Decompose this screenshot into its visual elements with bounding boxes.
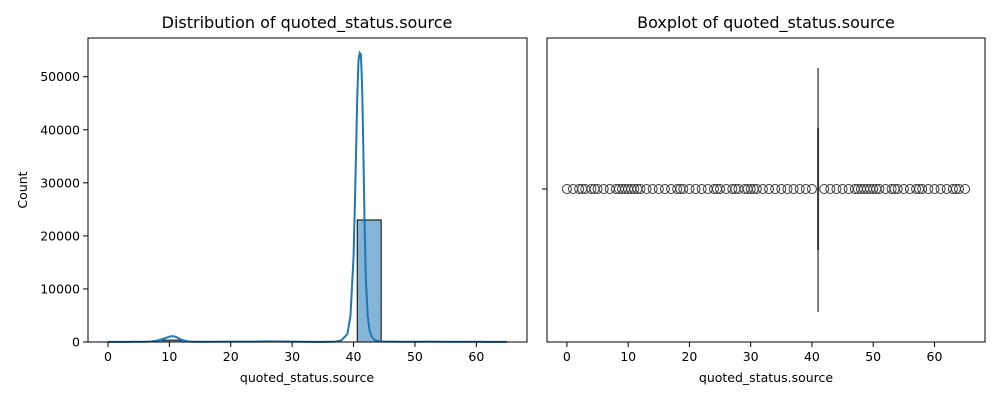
- outlier-point: [825, 184, 836, 194]
- histogram-x-axis-label: quoted_status.source: [240, 370, 374, 385]
- kde-curve-group: [107, 50, 508, 343]
- outlier-point: [757, 184, 768, 194]
- histogram-y-axis-label: Count: [15, 171, 30, 208]
- outlier-point: [923, 184, 934, 194]
- x-tick-label: 50: [407, 349, 423, 364]
- outlier-point: [745, 184, 756, 194]
- outlier-point: [708, 184, 719, 194]
- outlier-point: [917, 184, 928, 194]
- x-tick-label: 50: [865, 349, 881, 364]
- x-tick-label: 30: [743, 349, 759, 364]
- outlier-point: [788, 184, 799, 194]
- outlier-point: [806, 184, 817, 194]
- outlier-point: [929, 184, 940, 194]
- boxplot-x-axis-label: quoted_status.source: [699, 370, 833, 385]
- x-tick-label: 20: [223, 349, 239, 364]
- outlier-point: [874, 184, 885, 194]
- histogram-panel: Distribution of quoted_status.source 0 10…: [15, 13, 528, 385]
- outlier-point: [684, 184, 695, 194]
- y-tick-label: 0: [72, 335, 80, 350]
- outlier-point: [659, 184, 670, 194]
- histogram-bars: [157, 219, 382, 343]
- histogram-axes-frame: [87, 37, 528, 343]
- outlier-point: [678, 184, 689, 194]
- x-tick-label: 30: [284, 349, 300, 364]
- x-tick-label: 0: [104, 349, 112, 364]
- boxplot-panel: Boxplot of quoted_status.source 0 10 20 30 4…: [542, 13, 986, 385]
- outlier-point: [696, 184, 707, 194]
- outlier-point: [635, 184, 646, 194]
- histogram-x-ticks: 0 10 20 30 40 50 60: [104, 342, 484, 364]
- kde-curve: [107, 50, 508, 343]
- x-tick-label: 10: [161, 349, 177, 364]
- y-tick-label: 10000: [40, 281, 80, 296]
- outlier-point: [953, 184, 964, 194]
- y-tick-label: 20000: [40, 228, 80, 243]
- outlier-point: [672, 184, 683, 194]
- outlier-point: [819, 184, 830, 194]
- outlier-point: [800, 184, 811, 194]
- outlier-point: [653, 184, 664, 194]
- x-tick-label: 0: [563, 349, 571, 364]
- outlier-point: [727, 184, 738, 194]
- outlier-point: [592, 184, 603, 194]
- outlier-point: [868, 184, 879, 194]
- histogram-title: Distribution of quoted_status.source: [162, 13, 453, 33]
- outlier-point: [629, 184, 640, 194]
- outlier-point: [715, 184, 726, 194]
- y-tick-label: 40000: [40, 122, 80, 137]
- outlier-point: [598, 184, 609, 194]
- outlier-point: [586, 184, 597, 194]
- boxplot-outliers: [561, 184, 971, 194]
- y-tick-label: 50000: [40, 69, 80, 84]
- outlier-point: [690, 184, 701, 194]
- outlier-point: [647, 184, 658, 194]
- outlier-point: [770, 184, 781, 194]
- x-tick-label: 60: [468, 349, 484, 364]
- x-tick-label: 40: [804, 349, 820, 364]
- boxplot-x-ticks: 0 10 20 30 40 50 60: [563, 342, 943, 364]
- outlier-point: [794, 184, 805, 194]
- outlier-point: [641, 184, 652, 194]
- boxplot-axes-frame: [546, 37, 986, 343]
- outlier-point: [960, 184, 971, 194]
- outlier-point: [837, 184, 848, 194]
- outlier-point: [764, 184, 775, 194]
- outlier-point: [751, 184, 762, 194]
- outlier-point: [831, 184, 842, 194]
- outlier-point: [776, 184, 787, 194]
- outlier-point: [561, 184, 572, 194]
- boxplot-title: Boxplot of quoted_status.source: [637, 13, 895, 33]
- x-tick-label: 10: [620, 349, 636, 364]
- outlier-point: [892, 184, 903, 194]
- x-tick-label: 40: [346, 349, 362, 364]
- outlier-point: [947, 184, 958, 194]
- outlier-point: [935, 184, 946, 194]
- outlier-point: [886, 184, 897, 194]
- outlier-point: [898, 184, 909, 194]
- x-tick-label: 20: [681, 349, 697, 364]
- x-tick-label: 60: [927, 349, 943, 364]
- y-tick-label: 30000: [40, 175, 80, 190]
- outlier-point: [911, 184, 922, 194]
- outlier-point: [574, 184, 585, 194]
- histogram-y-ticks: 0 10000 20000 30000 40000 50000: [40, 69, 88, 350]
- outlier-point: [782, 184, 793, 194]
